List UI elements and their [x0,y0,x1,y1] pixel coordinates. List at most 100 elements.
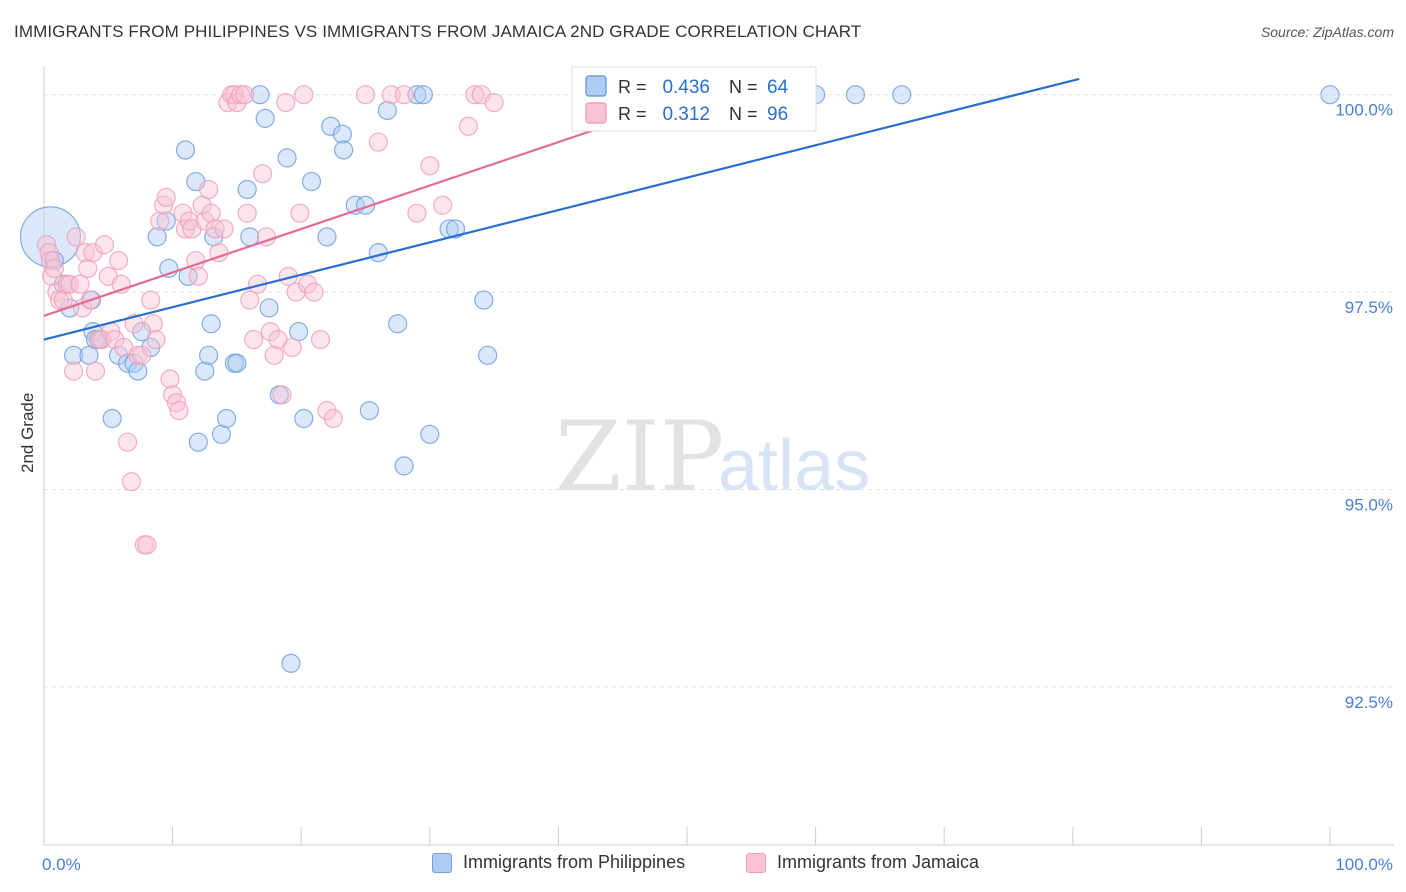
point-philippines [445,219,466,239]
point-jamaica [124,314,144,334]
point-philippines [478,345,498,365]
point-jamaica [199,179,219,200]
point-philippines [217,408,237,429]
point-jamaica [323,408,343,429]
point-philippines [334,140,354,160]
point-jamaica [458,116,478,136]
point-jamaica [179,211,199,231]
point-philippines [1320,85,1340,105]
point-philippines [227,353,247,373]
point-philippines [250,85,270,105]
watermark-atlas: atlas [718,426,870,506]
legend-swatch [585,102,607,124]
chart-source: Source: ZipAtlas.com [1260,24,1394,40]
point-philippines [255,108,275,128]
legend-r-value: 0.312 [662,104,710,125]
point-philippines [281,653,301,673]
point-jamaica [108,250,129,271]
point-philippines [277,148,297,168]
point-philippines [63,345,84,365]
legend-item-philippines[interactable]: Immigrants from Philippines [432,852,685,873]
point-jamaica [70,274,90,294]
legend-n-label: N = [729,77,758,97]
legend-swatch [585,75,607,97]
point-philippines [377,100,397,121]
point-philippines [413,85,433,105]
point-jamaica [214,219,234,239]
y-tick-label: 95.0% [1345,496,1393,515]
point-philippines [394,456,414,476]
point-philippines [188,432,208,452]
point-jamaica [298,274,318,294]
point-philippines [845,85,866,105]
point-jamaica [260,322,280,342]
point-jamaica [75,243,95,263]
point-jamaica [195,211,215,231]
legend-n-value: 96 [767,104,788,125]
point-jamaica [276,92,296,113]
point-jamaica [160,369,180,389]
trendline-philippines [43,77,1080,341]
point-philippines [175,140,196,160]
point-jamaica [294,85,314,105]
point-jamaica [304,282,324,302]
x-tick-label: 100.0% [1335,855,1393,874]
point-jamaica [153,195,174,215]
x-tick-label: 0.0% [42,855,81,874]
point-jamaica [137,535,157,555]
point-jamaica [224,85,244,105]
point-philippines [321,116,341,136]
trendline-jamaica [43,97,688,317]
legend-box [571,66,817,132]
point-jamaica [433,195,453,215]
point-jamaica [173,203,193,223]
point-jamaica [66,227,86,247]
legend-r-label: R = [618,77,647,97]
point-jamaica [94,235,115,255]
point-jamaica [244,329,264,350]
point-philippines [301,171,322,192]
point-jamaica [169,401,189,421]
point-jamaica [290,203,310,223]
legend-r-label: R = [618,104,647,124]
point-jamaica [201,203,221,223]
point-jamaica [121,472,142,492]
point-jamaica [237,203,257,223]
point-jamaica [310,329,331,350]
point-philippines [128,361,148,381]
point-philippines [156,211,176,231]
point-jamaica [465,85,485,105]
point-jamaica [143,314,163,334]
point-philippines [359,401,379,421]
bottom-legend: Immigrants from Philippines Immigrants f… [0,852,1406,878]
point-philippines [388,314,408,334]
point-philippines [201,314,221,334]
point-jamaica [240,290,260,310]
point-jamaica [272,385,292,405]
point-philippines [102,408,122,429]
point-philippines [332,124,352,144]
point-jamaica [166,393,187,413]
y-tick-label: 100.0% [1335,101,1393,120]
point-philippines [317,227,337,247]
point-jamaica [420,156,440,176]
point-jamaica [235,85,255,105]
point-jamaica [117,432,138,452]
legend-label-jamaica: Immigrants from Jamaica [777,852,980,872]
legend-n-value: 64 [767,77,789,98]
point-jamaica [407,203,427,223]
legend-n-label: N = [729,104,758,124]
point-philippines [294,408,314,429]
point-philippines [237,179,257,200]
point-jamaica [146,329,166,350]
point-jamaica [44,258,64,279]
point-philippines [147,227,167,247]
y-tick-label: 92.5% [1345,693,1393,712]
legend-r-value: 0.436 [662,77,710,98]
point-jamaica [156,187,176,207]
point-jamaica [60,274,80,294]
point-jamaica [83,243,103,263]
legend-item-jamaica[interactable]: Immigrants from Jamaica [746,852,979,873]
point-jamaica [484,92,504,113]
